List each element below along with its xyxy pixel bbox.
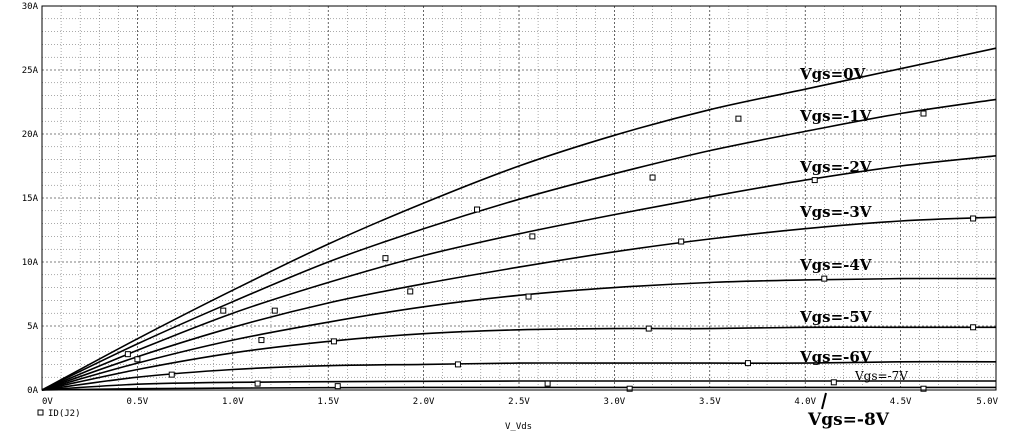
data-marker <box>474 206 481 213</box>
data-marker <box>258 337 265 344</box>
y-tick-label: 0A <box>27 386 38 396</box>
data-marker <box>407 288 414 295</box>
data-marker <box>334 383 341 390</box>
curve-label: Vgs=0V <box>799 65 866 83</box>
data-marker <box>134 356 141 363</box>
x-axis-label: V_Vds <box>505 422 532 432</box>
data-marker <box>124 351 131 358</box>
data-marker <box>544 380 551 387</box>
marker-group <box>124 110 977 392</box>
data-marker <box>920 110 927 117</box>
legend-marker <box>37 409 44 416</box>
data-marker <box>626 385 633 392</box>
data-marker <box>735 115 742 122</box>
curve-label: Vgs=-5V <box>799 308 872 326</box>
data-marker <box>821 275 828 282</box>
y-tick-label: 20A <box>22 130 39 140</box>
data-marker <box>970 215 977 222</box>
data-marker <box>970 324 977 331</box>
y-tick-label: 15A <box>22 194 39 204</box>
data-marker <box>454 361 461 368</box>
x-tick-label: 4.0V <box>794 397 816 407</box>
x-tick-label: 1.5V <box>317 397 339 407</box>
curve-label: Vgs=-1V <box>799 107 872 125</box>
data-marker <box>382 255 389 262</box>
data-marker <box>678 238 685 245</box>
data-marker <box>330 338 337 345</box>
series-group <box>41 47 997 391</box>
data-marker <box>811 177 818 184</box>
y-tick-label: 25A <box>22 66 39 76</box>
data-marker <box>271 307 278 314</box>
series-line <box>41 216 997 391</box>
curve-label: Vgs=-3V <box>799 203 872 221</box>
x-tick-label: 0V <box>42 397 53 407</box>
y-tick-label: 30A <box>22 2 39 12</box>
legend-label: ID(J2) <box>48 409 81 419</box>
x-tick-label: 5.0V <box>976 397 998 407</box>
curve-labels: Vgs=0V Vgs=-1V Vgs=-2V Vgs=-3V Vgs=-4V Vgs=-5… <box>799 65 908 430</box>
x-tick-label: 1.0V <box>222 397 244 407</box>
x-tick-label: 0.5V <box>127 397 149 407</box>
curve-label: Vgs=-2V <box>799 158 872 176</box>
y-tick-label: 10A <box>22 258 39 268</box>
series-line <box>41 360 997 391</box>
data-marker <box>649 174 656 181</box>
plot-frame <box>41 5 997 391</box>
curve-label: Vgs=-7V <box>854 369 908 383</box>
curve-label: Vgs=-6V <box>799 348 872 366</box>
data-marker <box>168 371 175 378</box>
x-tick-label: 2.0V <box>413 397 435 407</box>
series-line <box>41 277 997 391</box>
data-marker <box>645 325 652 332</box>
x-tick-label: 4.5V <box>890 397 912 407</box>
label-pointer <box>821 392 827 410</box>
series-line <box>41 98 997 391</box>
x-tick-label: 3.0V <box>604 397 626 407</box>
data-marker <box>529 233 536 240</box>
data-marker <box>830 379 837 386</box>
series-line <box>41 326 996 391</box>
data-marker <box>254 380 261 387</box>
legend: ID(J2) <box>37 409 81 419</box>
data-marker <box>920 385 927 392</box>
data-marker <box>220 307 227 314</box>
curve-label: Vgs=-8V <box>807 410 890 430</box>
y-tick-label: 5A <box>27 322 38 332</box>
x-tick-label: 3.5V <box>699 397 721 407</box>
data-marker <box>525 293 532 300</box>
curve-label: Vgs=-4V <box>799 256 872 274</box>
series-line <box>41 47 997 391</box>
x-tick-labels: 0V 0.5V 1.0V 1.5V 2.0V 2.5V 3.0V 3.5V 4.0V 4.5V 5.… <box>42 397 999 407</box>
x-tick-label: 2.5V <box>508 397 530 407</box>
y-tick-labels: 0A 5A 10A 15A 20A 25A 30A <box>22 2 39 396</box>
series-line <box>41 386 996 391</box>
series-line <box>41 155 997 391</box>
data-marker <box>744 360 751 367</box>
